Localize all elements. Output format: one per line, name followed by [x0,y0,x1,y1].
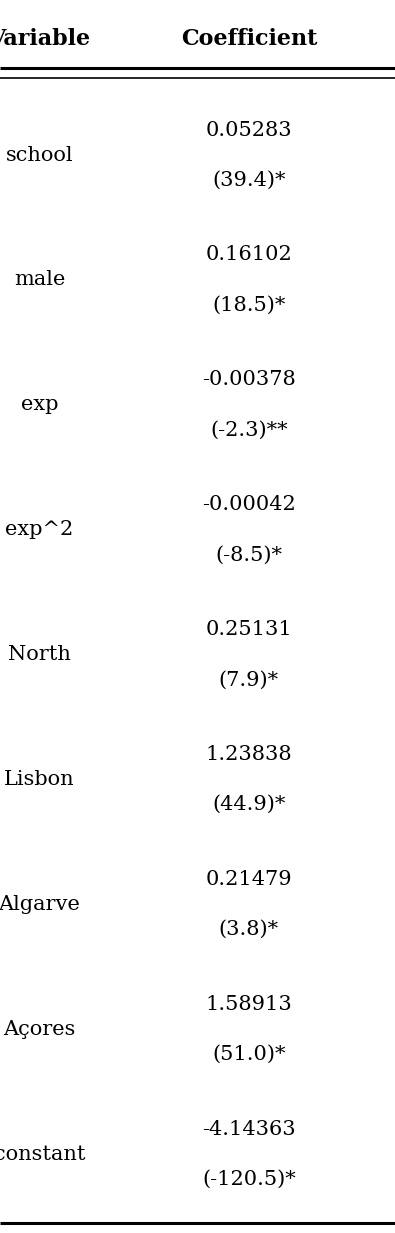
Text: (44.9)*: (44.9)* [212,795,286,814]
Text: school: school [6,145,73,164]
Text: -4.14363: -4.14363 [202,1120,296,1139]
Text: North: North [8,645,71,665]
Text: exp: exp [21,396,58,414]
Text: (51.0)*: (51.0)* [212,1046,286,1064]
Text: 0.25131: 0.25131 [205,620,292,640]
Text: Açores: Açores [3,1020,76,1039]
Text: (18.5)*: (18.5)* [212,296,286,314]
Text: (-2.3)**: (-2.3)** [210,420,288,439]
Text: exp^2: exp^2 [6,520,73,539]
Text: (39.4)*: (39.4)* [212,170,286,190]
Text: 0.16102: 0.16102 [205,245,292,265]
Text: male: male [14,270,65,290]
Text: Coefficient: Coefficient [181,28,317,51]
Text: -0.00378: -0.00378 [202,370,296,390]
Text: Variable: Variable [0,28,90,51]
Text: (7.9)*: (7.9)* [219,671,279,689]
Text: 1.23838: 1.23838 [205,745,292,764]
Text: -0.00042: -0.00042 [202,496,296,514]
Text: 0.05283: 0.05283 [205,121,292,139]
Text: 0.21479: 0.21479 [205,870,292,889]
Text: Lisbon: Lisbon [4,771,75,789]
Text: constant: constant [0,1145,85,1164]
Text: 1.58913: 1.58913 [205,995,292,1015]
Text: (-120.5)*: (-120.5)* [202,1170,296,1189]
Text: (-8.5)*: (-8.5)* [215,545,282,565]
Text: Algarve: Algarve [0,895,81,914]
Text: (3.8)*: (3.8)* [219,920,279,940]
